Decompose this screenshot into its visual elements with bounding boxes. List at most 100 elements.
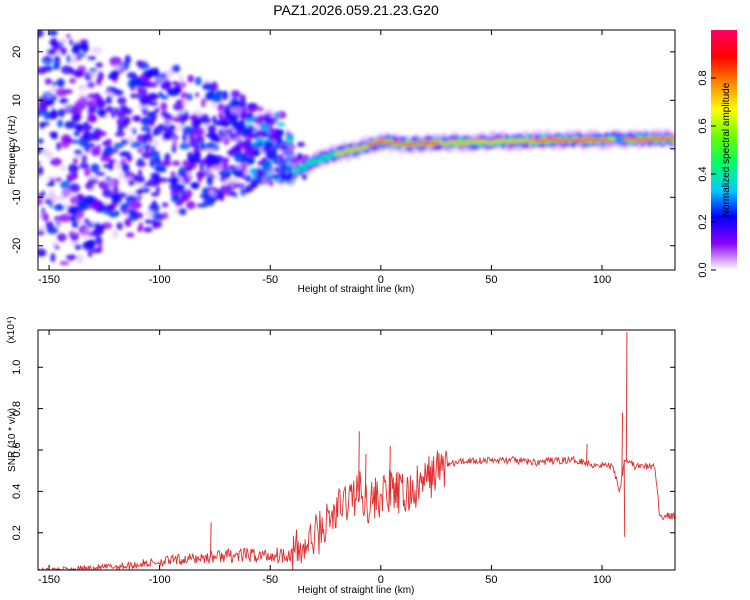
heatmap-cell [46,226,59,234]
heatmap-cell [96,144,101,152]
heatmap-cell [46,49,57,55]
heatmap-cell [72,42,82,52]
heatmap-cell [56,203,62,210]
heatmap-cell [138,169,143,177]
heatmap-cell [51,81,57,87]
heatmap-cell [82,228,93,233]
heatmap-cell [170,194,181,203]
heatmap-cell [55,219,62,229]
heatmap-cell [295,168,301,172]
heatmap-cell [514,138,520,142]
heatmap-cell [378,138,383,142]
y-tick-label: 20 [11,46,23,58]
heatmap-cell [234,152,246,163]
snr-series-line [38,450,675,570]
heatmap-cell [212,165,224,171]
heatmap-cell [508,141,513,145]
colorbar-gradient [711,30,737,270]
heatmap-cell [533,139,539,142]
heatmap-cell [501,139,506,143]
heatmap-cell [196,170,206,179]
heatmap-cell [104,183,109,189]
x-tick-label: 50 [485,574,497,586]
heatmap-cell [119,151,131,157]
heatmap-cell [581,138,587,142]
heatmap-cell [88,72,98,79]
heatmap-cell [137,147,143,154]
heatmap-cell [77,96,89,107]
heatmap-cell [209,191,217,197]
heatmap-cell [69,78,77,84]
heatmap-cell [494,138,500,142]
heatmap-cell [233,113,239,120]
heatmap-cell [73,130,81,137]
heatmap-cell [478,138,483,142]
heatmap-cell [195,92,200,98]
heatmap-cell [134,175,146,183]
heatmap-cell [179,142,190,150]
colorbar: 0.0 0.2 0.4 0.6 0.8 Normalized spectral ampl… [697,30,737,278]
heatmap-cell [57,111,65,116]
heatmap-cell [76,253,84,264]
heatmap-cell [184,111,189,121]
heatmap-cell [73,114,81,119]
heatmap-cell [64,138,74,143]
heatmap-cell [599,138,605,142]
colorbar-tick-label: 0.2 [697,214,709,229]
heatmap-cell [62,104,73,111]
heatmap-cell [246,107,258,113]
snr-spike [625,332,628,461]
heatmap-cell [127,156,132,163]
heatmap-cell [233,136,242,142]
heatmap-cell [186,93,193,101]
heatmap-cell [292,169,297,173]
heatmap-cell [587,136,592,140]
heatmap-cell [82,240,95,251]
snr-xlabel: Height of straight line (km) [298,585,415,596]
heatmap-cell [402,142,408,146]
heatmap-cell [54,245,60,250]
heatmap-cell [158,91,163,98]
heatmap-cell [595,138,601,142]
heatmap-cell [524,137,529,141]
heatmap-cell [50,157,62,166]
heatmap-cell [231,106,243,115]
heatmap-cell [38,138,44,144]
heatmap-cell [228,177,236,187]
heatmap-cell [221,128,227,134]
heatmap-cells [38,30,310,266]
heatmap-cell [199,159,205,165]
heatmap-cell [187,172,192,180]
heatmap-cell [461,141,466,144]
heatmap-cell [38,147,44,153]
heatmap-cell [142,110,148,116]
heatmap-cell [182,126,194,135]
heatmap-cell [149,158,155,168]
heatmap-cell [171,64,181,73]
heatmap-cell [546,139,552,142]
heatmap-cell [56,78,65,88]
heatmap-cell [57,119,64,128]
heatmap-cell [454,140,460,143]
heatmap-cell [266,150,277,157]
heatmap-cell [178,81,187,88]
heatmap-cell [352,148,357,152]
heatmap-cell [211,93,223,103]
snr-spike [364,454,367,498]
heatmap-cell [147,178,159,187]
heatmap-cell [97,71,104,81]
heatmap-cell [42,213,49,222]
heatmap-cell [172,116,183,123]
heatmap-cell [205,157,218,166]
heatmap-cell [491,139,496,143]
heatmap-cell [511,139,516,143]
heatmap-cell [48,111,58,120]
heatmap-cell [274,166,281,174]
heatmap-cell [84,195,96,205]
heatmap-cell [170,136,176,142]
snr-spike [586,443,588,463]
heatmap-cell [53,55,61,64]
heatmap-cell [76,201,87,212]
heatmap-cell [71,220,79,228]
heatmap-cell [146,144,151,150]
